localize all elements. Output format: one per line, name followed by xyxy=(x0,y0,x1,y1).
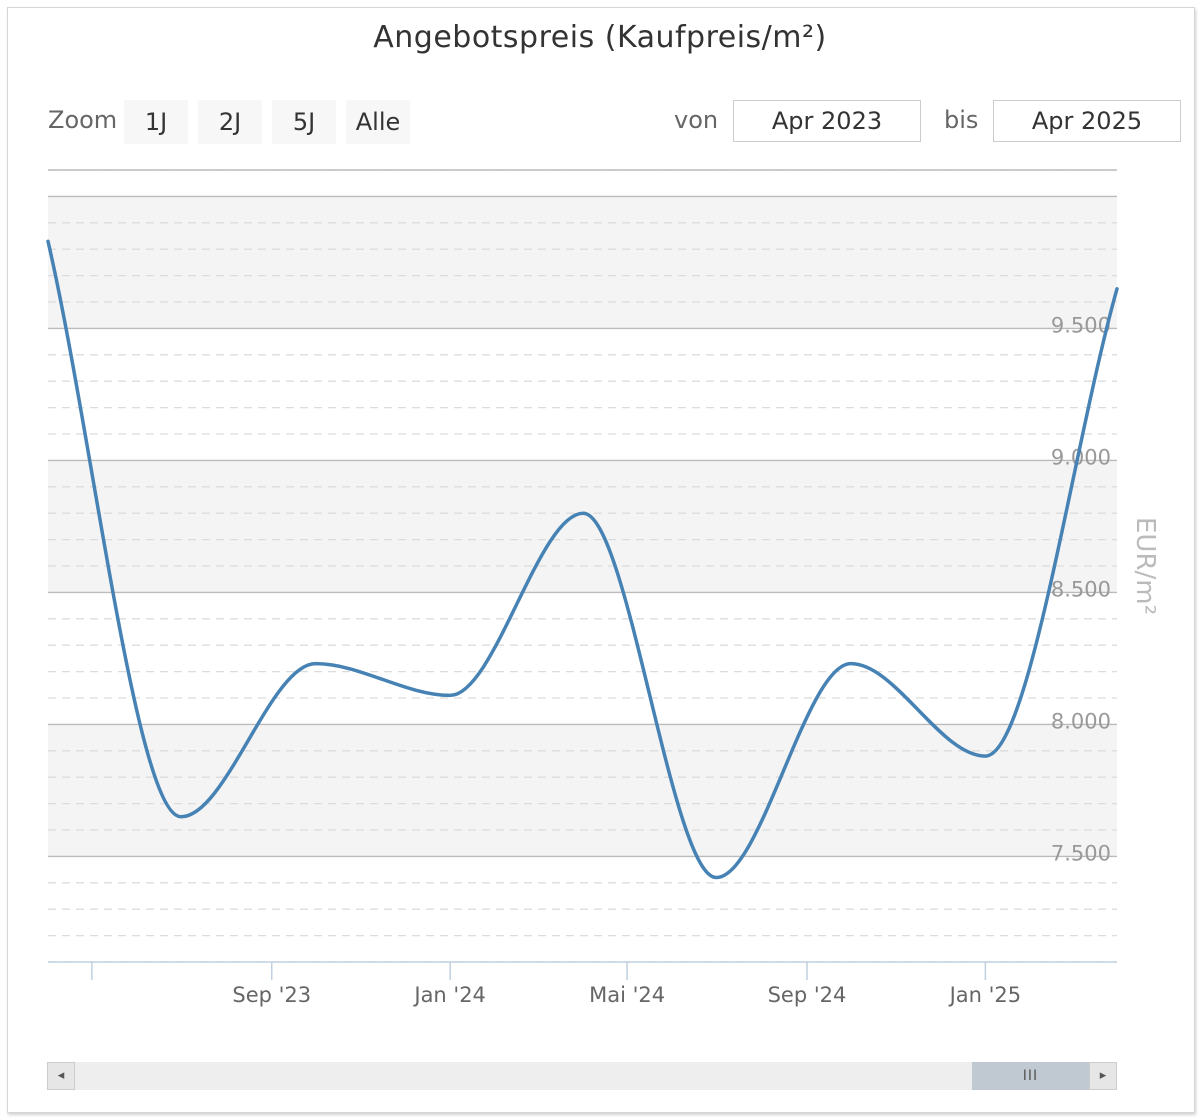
to-label: bis xyxy=(944,106,979,134)
zoom-2j-button[interactable]: 2J xyxy=(198,100,262,144)
scroll-left-button[interactable]: ◂ xyxy=(47,1062,75,1090)
x-tick-label: Jan '24 xyxy=(412,983,486,1007)
y-tick-label: 8.500 xyxy=(1051,577,1111,601)
from-date-input[interactable]: Apr 2023 xyxy=(733,100,921,142)
scrollbar-thumb[interactable]: III xyxy=(972,1062,1089,1090)
zoom-5j-button[interactable]: 5J xyxy=(272,100,336,144)
navigator-scrollbar-track[interactable] xyxy=(47,1062,1117,1090)
y-axis-title: EUR/m² xyxy=(1130,517,1160,615)
x-tick-label: Jan '25 xyxy=(948,983,1022,1007)
from-label: von xyxy=(674,106,719,134)
plot-band xyxy=(48,460,1117,593)
zoom-1j-button[interactable]: 1J xyxy=(124,100,188,144)
chart-title: Angebotspreis (Kaufpreis/m²) xyxy=(373,20,827,55)
series-line xyxy=(46,239,1119,880)
zoom-alle-button[interactable]: Alle xyxy=(346,100,410,144)
to-date-input[interactable]: Apr 2025 xyxy=(993,100,1181,142)
x-tick-label: Sep '23 xyxy=(232,983,311,1007)
y-tick-label: 7.500 xyxy=(1051,841,1111,865)
y-tick-label: 9.500 xyxy=(1051,313,1111,337)
x-tick-label: Mai '24 xyxy=(589,983,665,1007)
y-tick-label: 8.000 xyxy=(1051,709,1111,733)
x-tick-label: Sep '24 xyxy=(768,983,847,1007)
plot-band xyxy=(48,196,1117,329)
plot-band xyxy=(48,724,1117,857)
zoom-label: Zoom xyxy=(48,106,118,134)
scroll-right-button[interactable]: ▸ xyxy=(1089,1062,1117,1090)
